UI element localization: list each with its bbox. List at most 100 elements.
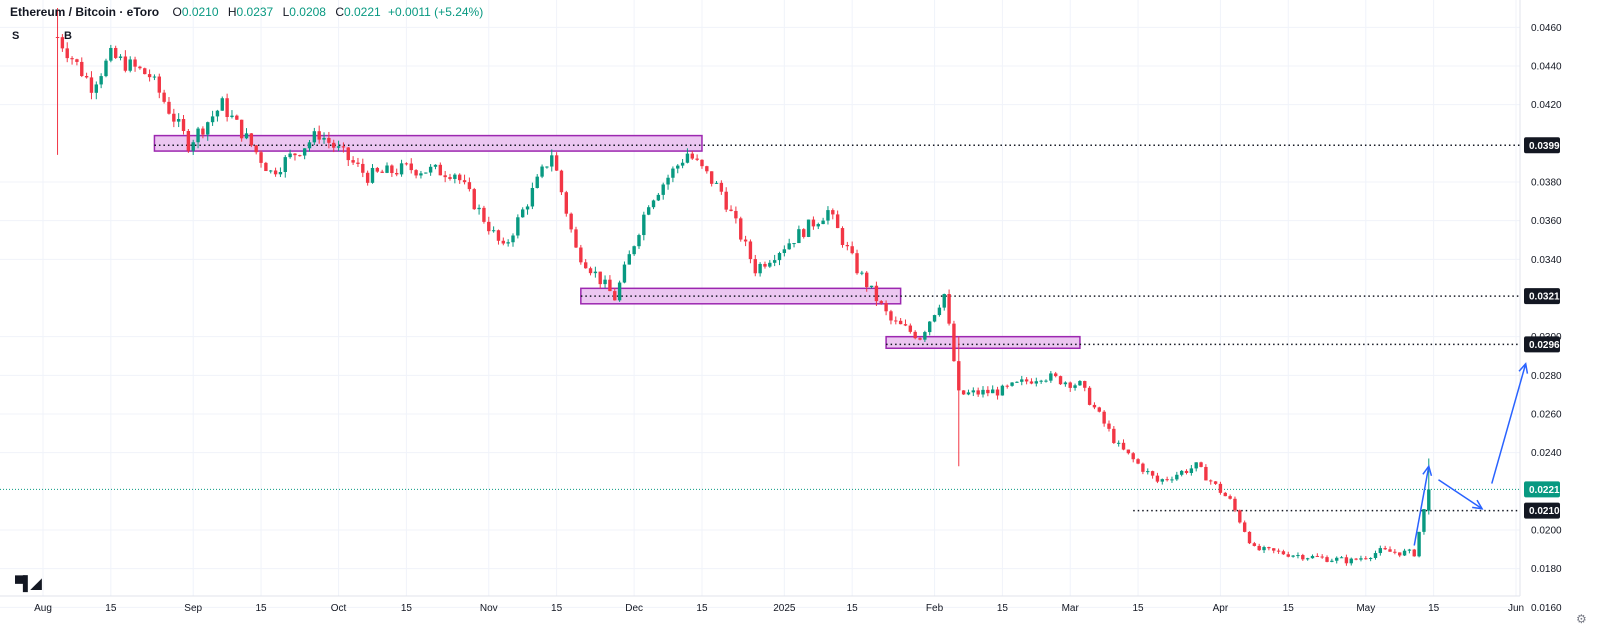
candle-body	[1199, 462, 1203, 467]
symbol-title[interactable]: Ethereum / Bitcoin · eToro	[10, 5, 160, 19]
candle-body	[709, 171, 714, 184]
buy-marker: B	[64, 30, 72, 42]
candle-body	[482, 207, 486, 222]
candle-body	[1044, 380, 1048, 382]
gear-icon[interactable]: ⚙	[1576, 612, 1587, 626]
resistance-zone[interactable]	[580, 287, 902, 305]
candle-body	[317, 131, 321, 140]
candle-body	[845, 245, 850, 247]
candle-body	[588, 268, 593, 274]
x-tick-label: 15	[1283, 603, 1295, 614]
candle-body	[874, 285, 879, 302]
candle-body	[932, 315, 937, 322]
level-price-tag	[1524, 137, 1560, 154]
candle-body	[399, 163, 404, 175]
candle-body	[835, 214, 840, 229]
candle-body	[162, 92, 166, 102]
x-tick-label: Sep	[184, 603, 202, 614]
candle-body	[206, 122, 210, 135]
candle-body	[1427, 489, 1431, 511]
candle-body	[269, 170, 273, 172]
candle-body	[1320, 556, 1324, 558]
candle-body	[792, 243, 796, 245]
candle-body	[1146, 471, 1150, 473]
candle-body	[540, 166, 544, 177]
trend-arrow[interactable]	[1491, 363, 1527, 484]
candle-body	[70, 58, 74, 60]
x-tick-label: Aug	[34, 603, 52, 614]
resistance-zone[interactable]	[885, 335, 1081, 350]
candle-body	[176, 119, 181, 122]
candle-body	[981, 389, 985, 395]
candle-body	[729, 209, 733, 211]
candle-body	[307, 142, 312, 149]
candle-body	[113, 47, 118, 58]
candle-body	[913, 331, 917, 339]
candle-body	[1315, 555, 1320, 557]
candle-body	[574, 229, 578, 248]
candle-body	[1393, 551, 1397, 553]
candle-body	[671, 168, 675, 178]
candle-body	[1252, 543, 1257, 546]
candle-body	[646, 207, 651, 215]
candle-body	[898, 320, 903, 325]
resistance-zone[interactable]	[153, 134, 703, 152]
candle-body	[995, 389, 1000, 396]
low-label: L	[282, 5, 290, 19]
candle-body	[395, 173, 399, 175]
candle-body	[128, 59, 132, 71]
y-tick-label: 0.0360	[1531, 216, 1562, 227]
candle-body	[743, 239, 748, 242]
candle-body	[705, 166, 709, 172]
candle-body	[942, 294, 946, 308]
chart-header: Ethereum / Bitcoin · eToro O0.0210 H0.02…	[10, 5, 487, 19]
candle-body	[918, 338, 922, 340]
candle-body	[244, 133, 249, 139]
candle-body	[1291, 555, 1295, 557]
candle-body	[545, 166, 549, 168]
candle-body	[550, 155, 554, 167]
candle-body	[632, 246, 636, 255]
candle-body	[889, 311, 893, 321]
candle-body	[1388, 549, 1392, 552]
candle-body	[1354, 558, 1358, 560]
candle-body	[332, 142, 336, 148]
candle-body	[196, 128, 200, 143]
candle-body	[593, 271, 598, 274]
candle-body	[215, 110, 220, 117]
candle-body	[94, 84, 98, 93]
tradingview-logo-icon[interactable]: ▀▌◢	[15, 575, 42, 591]
candle-body	[734, 210, 738, 219]
candle-body	[816, 224, 820, 227]
trend-arrow[interactable]	[1438, 479, 1483, 510]
candle-body	[802, 229, 806, 237]
y-tick-label: 0.0460	[1531, 23, 1562, 34]
x-tick-label: Oct	[331, 603, 347, 614]
candle-body	[118, 56, 123, 58]
candle-body	[138, 66, 142, 69]
candle-body	[617, 282, 622, 301]
candle-body	[826, 210, 830, 221]
candle-body	[249, 133, 254, 146]
candle-body	[1024, 379, 1029, 382]
candle-body	[661, 184, 665, 195]
candle-body	[472, 189, 476, 210]
candle-body	[1141, 463, 1145, 472]
candle-body	[75, 59, 79, 62]
trend-arrow[interactable]	[1413, 466, 1430, 546]
x-tick-label: 15	[401, 603, 413, 614]
x-tick-label: 15	[255, 603, 267, 614]
candle-body	[448, 177, 452, 179]
candle-body	[1398, 552, 1402, 556]
candle-body	[976, 390, 980, 395]
x-tick-label: 15	[105, 603, 117, 614]
candle-body	[797, 229, 801, 244]
candle-body	[1344, 557, 1349, 564]
candle-body	[298, 155, 302, 157]
candle-body	[302, 148, 307, 156]
candle-body	[947, 294, 951, 324]
candle-body	[850, 246, 854, 254]
candle-body	[651, 200, 656, 208]
candle-body	[1155, 475, 1160, 482]
